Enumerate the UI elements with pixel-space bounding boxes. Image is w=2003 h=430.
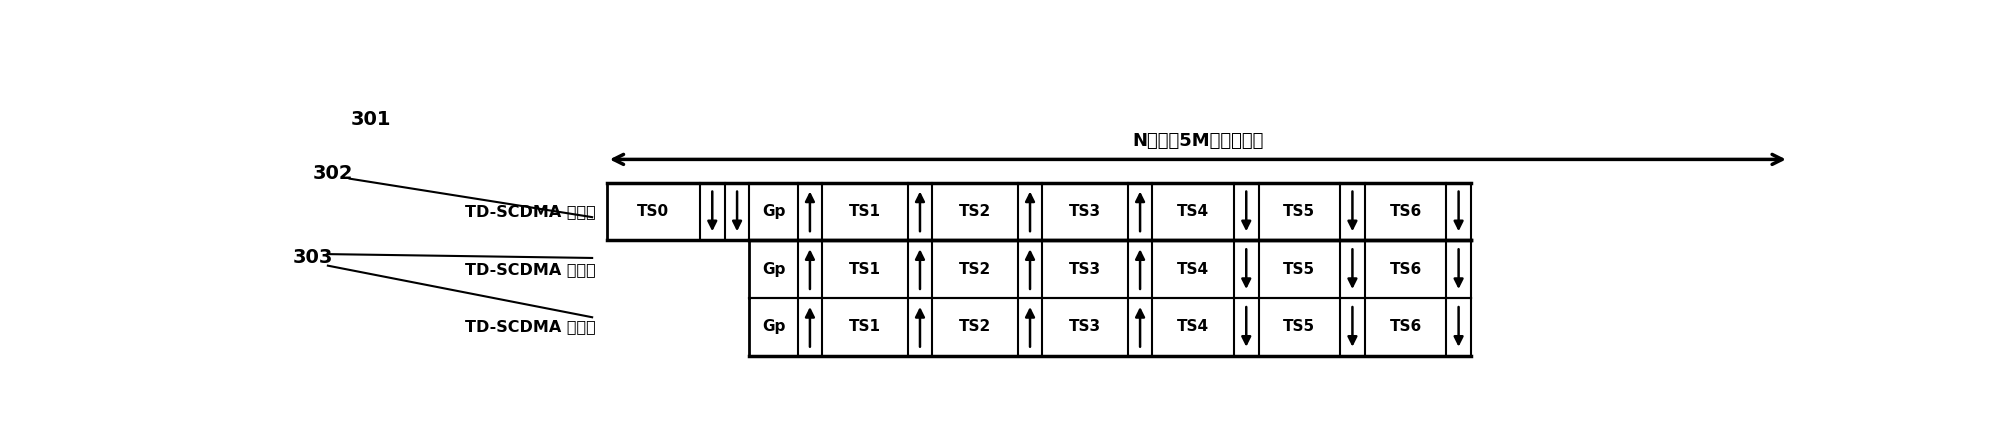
Text: 301: 301 — [351, 110, 393, 129]
Text: TS5: TS5 — [1284, 204, 1316, 219]
Text: TS4: TS4 — [1178, 319, 1210, 335]
Text: TS0: TS0 — [637, 204, 669, 219]
Text: TS5: TS5 — [1284, 319, 1316, 335]
Text: Gp: Gp — [761, 204, 785, 219]
Text: TS6: TS6 — [1390, 261, 1422, 276]
Text: TS2: TS2 — [959, 261, 991, 276]
Text: TS3: TS3 — [1070, 261, 1102, 276]
Text: TS1: TS1 — [849, 261, 881, 276]
Text: TD-SCDMA 辅频点: TD-SCDMA 辅频点 — [465, 261, 597, 276]
Text: TS1: TS1 — [849, 319, 881, 335]
Text: TD-SCDMA 辅频点: TD-SCDMA 辅频点 — [465, 319, 597, 335]
Text: TS4: TS4 — [1178, 204, 1210, 219]
Text: N频点（5M同频）组网: N频点（5M同频）组网 — [1132, 132, 1264, 150]
Text: 303: 303 — [292, 249, 332, 267]
Text: TS3: TS3 — [1070, 204, 1102, 219]
Text: 302: 302 — [312, 164, 353, 183]
Text: TS3: TS3 — [1070, 319, 1102, 335]
Text: TD-SCDMA 主频点: TD-SCDMA 主频点 — [465, 204, 597, 219]
Text: Gp: Gp — [761, 261, 785, 276]
Text: TS6: TS6 — [1390, 319, 1422, 335]
Text: TS2: TS2 — [959, 204, 991, 219]
Text: TS6: TS6 — [1390, 204, 1422, 219]
Text: TS1: TS1 — [849, 204, 881, 219]
Text: TS2: TS2 — [959, 319, 991, 335]
Text: Gp: Gp — [761, 319, 785, 335]
Text: TS4: TS4 — [1178, 261, 1210, 276]
Text: TS5: TS5 — [1284, 261, 1316, 276]
